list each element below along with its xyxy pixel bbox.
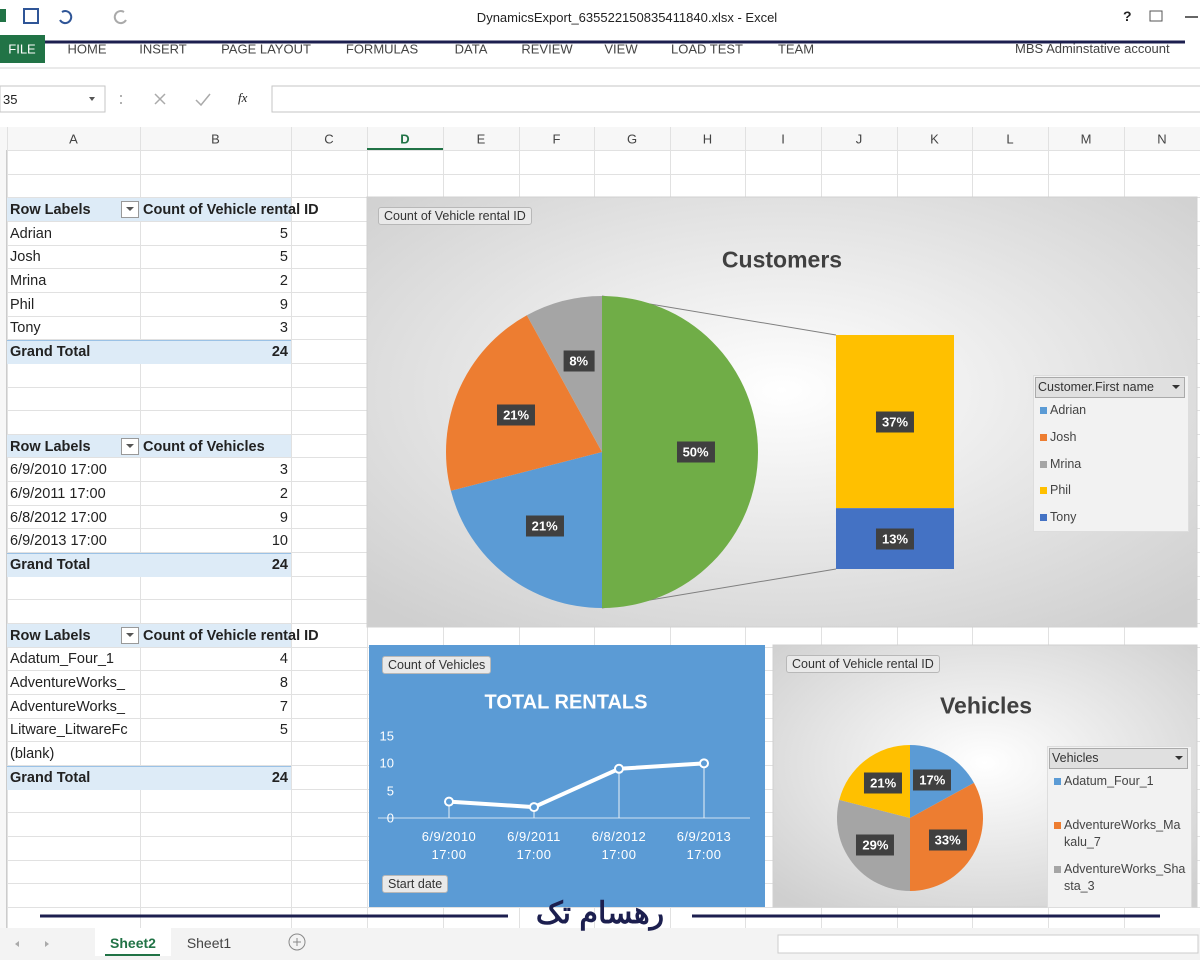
vehicles-chart-area[interactable] [772, 644, 1198, 908]
active-tab-bg[interactable] [95, 928, 171, 956]
line-point[interactable] [699, 758, 709, 769]
line-series[interactable] [448, 761, 705, 810]
rentals-chart-area[interactable] [369, 645, 765, 907]
line-point[interactable] [529, 802, 539, 813]
excel-icon [0, 9, 6, 22]
name-box[interactable] [0, 85, 106, 113]
line-point[interactable] [444, 796, 454, 807]
undo-icon[interactable] [59, 10, 73, 25]
enter-icon[interactable] [195, 93, 211, 107]
file-tab-bg[interactable] [0, 35, 45, 63]
new-sheet-plus [293, 938, 301, 946]
pie-slice[interactable] [446, 315, 602, 491]
new-sheet-button[interactable] [288, 933, 306, 951]
redo-icon[interactable] [113, 10, 127, 25]
title-bar [0, 0, 1200, 30]
separator [120, 102, 122, 104]
row-line [7, 906, 1200, 908]
horizontal-scrollbar[interactable] [777, 934, 1199, 954]
separator [120, 95, 122, 97]
row-line [7, 150, 1200, 151]
pie-slice[interactable] [526, 296, 602, 452]
row-line [7, 173, 1200, 175]
line-point[interactable] [614, 763, 624, 774]
active-column-mark [367, 148, 443, 150]
secondary-bar-segment[interactable] [836, 508, 954, 569]
row-header-strip [0, 150, 7, 928]
name-box-dropdown[interactable] [89, 97, 95, 101]
column-line [7, 127, 8, 928]
cancel-icon[interactable] [154, 93, 166, 105]
tab-scroll-arrows[interactable] [15, 941, 49, 947]
formula-input[interactable] [271, 85, 1200, 113]
column-line [140, 127, 141, 928]
save-icon[interactable] [23, 8, 39, 24]
column-line [291, 127, 292, 928]
ribbon-display-icon[interactable] [1149, 10, 1163, 22]
secondary-bar-segment[interactable] [836, 335, 954, 509]
